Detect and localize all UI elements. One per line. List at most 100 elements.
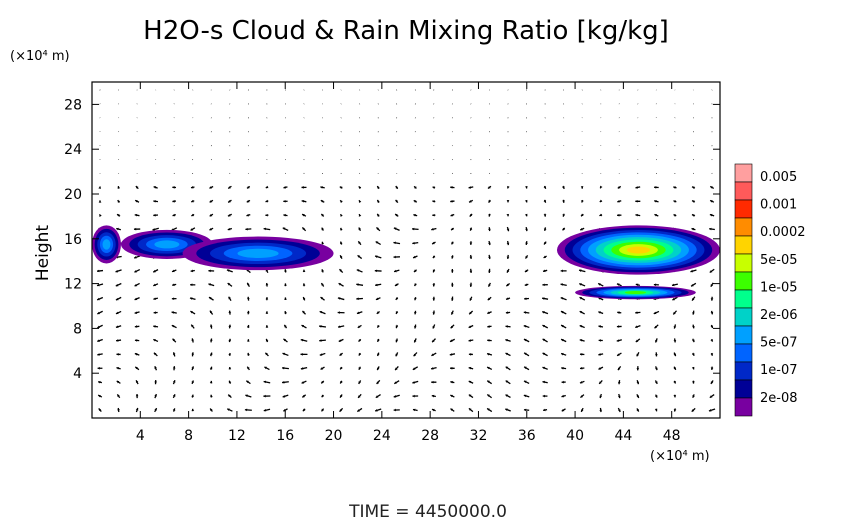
- wind-vector-head: [432, 269, 436, 273]
- colorbar-swatch: [734, 289, 753, 309]
- wind-vector-head: [246, 199, 250, 203]
- wind-vector-head: [413, 311, 417, 315]
- wind-vector-head: [209, 338, 213, 341]
- wind-vector-head: [153, 325, 156, 328]
- wind-vector-head: [451, 241, 454, 245]
- wind-vector-head: [580, 186, 584, 189]
- wind-vector-head: [692, 312, 695, 315]
- wind-vector-head: [209, 352, 213, 356]
- wind-vector-head: [265, 338, 269, 342]
- wind-vector-head: [339, 186, 343, 189]
- wind-vector-head: [412, 241, 415, 245]
- wind-vector-head: [469, 200, 472, 203]
- wind-vector-head: [172, 199, 175, 203]
- wind-vector-head: [560, 283, 563, 286]
- wind-vector-head: [134, 353, 138, 356]
- wind-vector-head: [265, 311, 269, 314]
- wind-vector-head: [505, 394, 509, 397]
- wind-vector-head: [635, 283, 639, 287]
- wind-vector-head: [505, 338, 508, 342]
- wind-vector-head: [337, 297, 341, 300]
- y-tick-label: 20: [64, 187, 82, 203]
- wind-vector-head: [191, 380, 194, 384]
- wind-vector-head: [117, 394, 120, 397]
- wind-vector-head: [375, 409, 378, 412]
- wind-vector-head: [153, 283, 156, 287]
- wind-vector-head: [617, 381, 621, 385]
- wind-vector-head: [117, 407, 120, 411]
- wind-vector-head: [376, 227, 379, 230]
- wind-vector-head: [153, 269, 156, 273]
- wind-vector-head: [599, 409, 603, 413]
- wind-vector-head: [228, 338, 231, 342]
- wind-vector-head: [487, 366, 490, 370]
- wind-vector-head: [469, 256, 473, 259]
- wind-vector-head: [487, 408, 490, 411]
- wind-vector-head: [265, 352, 268, 356]
- wind-vector-head: [172, 408, 176, 411]
- wind-vector-head: [340, 395, 343, 398]
- wind-vector-head: [191, 408, 195, 412]
- wind-vector-head: [358, 381, 361, 384]
- wind-vector-head: [450, 199, 453, 203]
- wind-vector-head: [692, 395, 695, 398]
- wind-vector-head: [227, 283, 231, 286]
- wind-vector-head: [488, 200, 491, 203]
- wind-vector-head: [635, 213, 638, 217]
- wind-vector-head: [244, 408, 248, 412]
- wind-vector-head: [263, 408, 267, 412]
- wind-vector-head: [616, 325, 620, 328]
- wind-vector-head: [375, 283, 378, 287]
- wind-vector-head: [672, 297, 675, 301]
- wind-vector-head: [579, 325, 583, 328]
- wind-vector-head: [709, 213, 713, 217]
- wind-vector-head: [431, 227, 434, 231]
- x-tick-label: 12: [228, 428, 246, 444]
- wind-vector-head: [190, 311, 193, 314]
- wind-vector-head: [339, 269, 343, 272]
- wind-vector-head: [542, 297, 545, 300]
- wind-vector-head: [172, 269, 175, 273]
- wind-vector-head: [190, 185, 194, 189]
- wind-vector-head: [265, 282, 269, 286]
- wind-vector-head: [356, 269, 360, 272]
- wind-vector-head: [653, 311, 657, 315]
- wind-vector-head: [154, 366, 157, 369]
- wind-vector-head: [340, 200, 343, 203]
- wind-vector-head: [432, 241, 435, 245]
- wind-vector-head: [487, 186, 491, 189]
- x-tick-label: 16: [276, 428, 294, 444]
- x-tick-label: 8: [184, 428, 193, 444]
- wind-vector-head: [339, 353, 343, 356]
- wind-vector-head: [488, 270, 491, 273]
- wind-vector-head: [673, 367, 676, 370]
- wind-vector-head: [191, 352, 195, 355]
- wind-vector-head: [598, 325, 601, 328]
- colorbar-label: 0.0002: [760, 225, 806, 240]
- x-tick-label: 36: [518, 428, 536, 444]
- wind-vector-head: [579, 380, 583, 384]
- wind-vector-head: [246, 310, 250, 314]
- wind-vector-head: [172, 213, 176, 217]
- wind-vector-head: [542, 311, 545, 314]
- x-tick-label: 4: [136, 428, 145, 444]
- wind-vector-head: [617, 367, 621, 371]
- y-tick-label: 4: [73, 366, 82, 382]
- wind-vector-head: [393, 227, 397, 231]
- wind-vector-head: [172, 366, 176, 369]
- wind-vector-head: [228, 352, 231, 356]
- wind-vector-head: [394, 283, 398, 286]
- colorbar-swatch: [734, 217, 753, 237]
- wind-vector-head: [283, 213, 286, 217]
- wind-vector-head: [209, 186, 213, 189]
- wind-vector-head: [358, 367, 362, 370]
- x-tick-label: 48: [663, 428, 681, 444]
- wind-vector-head: [356, 297, 359, 301]
- wind-vector-head: [451, 312, 454, 315]
- wind-vector-head: [395, 325, 399, 329]
- wind-vector-head: [340, 241, 343, 245]
- colorbar-swatch: [734, 397, 753, 417]
- wind-vector-head: [284, 324, 287, 328]
- wind-vector-head: [635, 325, 638, 328]
